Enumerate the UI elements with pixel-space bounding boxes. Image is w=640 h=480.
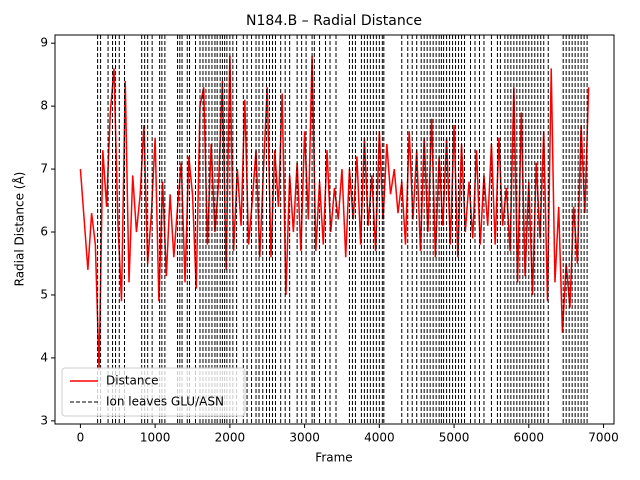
x-tick-label: 5000 bbox=[439, 431, 470, 445]
y-tick-label: 6 bbox=[40, 225, 48, 239]
x-tick-label: 1000 bbox=[140, 431, 171, 445]
legend-label: Ion leaves GLU/ASN bbox=[106, 395, 224, 409]
x-tick-label: 2000 bbox=[215, 431, 246, 445]
x-tick-label: 7000 bbox=[588, 431, 619, 445]
y-tick-label: 8 bbox=[40, 99, 48, 113]
plot-area bbox=[79, 35, 590, 424]
x-axis-label: Frame bbox=[315, 451, 352, 465]
y-axis-label: Radial Distance (Å) bbox=[12, 172, 27, 287]
x-tick-label: 6000 bbox=[514, 431, 545, 445]
y-tick-label: 4 bbox=[40, 350, 48, 364]
y-tick-label: 3 bbox=[40, 413, 48, 427]
legend-label: Distance bbox=[106, 374, 158, 388]
y-tick-label: 5 bbox=[40, 287, 48, 301]
plot-frame bbox=[54, 34, 615, 425]
chart-title: N184.B – Radial Distance bbox=[246, 13, 422, 29]
legend-box bbox=[61, 367, 246, 417]
x-tick-label: 0 bbox=[77, 431, 85, 445]
x-tick-label: 3000 bbox=[289, 431, 320, 445]
y-tick-label: 7 bbox=[40, 162, 48, 176]
y-tick-label: 9 bbox=[40, 36, 48, 50]
x-tick-label: 4000 bbox=[364, 431, 395, 445]
series-line bbox=[79, 55, 590, 371]
